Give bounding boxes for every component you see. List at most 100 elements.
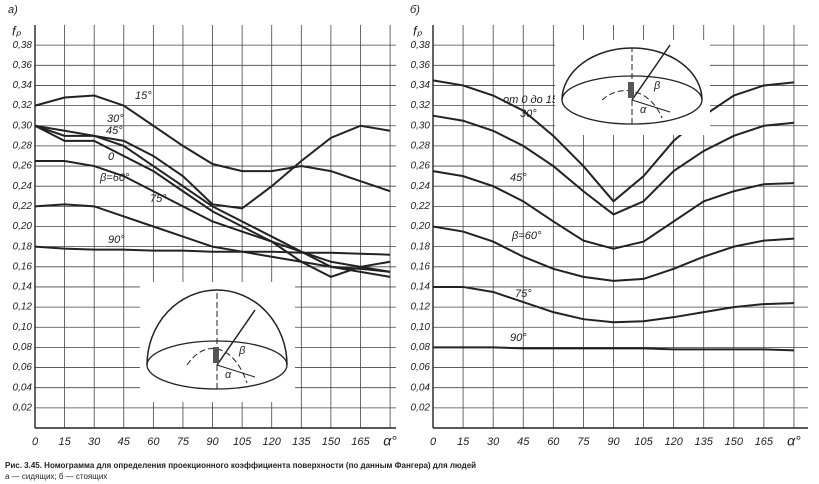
y-tick-label: 0,04 [13,382,33,393]
x-tick-label: 120 [263,436,282,448]
x-tick-label: 150 [725,436,744,448]
person [213,347,219,363]
x-tick-label: 165 [351,436,370,448]
hemisphere [146,289,288,366]
ray [216,309,256,366]
y-tick-label: 0,08 [411,342,431,353]
x-tick-label: α° [383,433,397,449]
y-tick-label: 0,32 [411,100,431,111]
y-tick-label: 0,14 [411,282,431,293]
y-tick-label: 0,26 [13,161,33,172]
x-tick-label: 75 [577,436,590,448]
y-tick-label: 0,10 [13,322,33,333]
y-tick-label: 0,28 [13,141,33,152]
curve [34,94,391,193]
curve [432,114,795,216]
caption: Рис. 3.45. Номограмма для определения пр… [5,461,476,470]
x-tick-label: 15 [58,436,71,448]
curve [433,285,794,324]
y-tick-label: 0,12 [411,302,431,313]
x-tick-label: 15 [457,436,470,448]
inset-label: β [238,345,246,357]
curve [433,346,794,352]
panel-label: б) [410,4,420,16]
curve-label: β=60° [99,172,130,184]
y-axis-label: fₚ [12,23,22,38]
y-tick-label: 0,20 [13,221,33,232]
curve-label: 75° [515,288,532,300]
x-tick-label: 0 [32,436,39,448]
x-tick-label: 150 [322,436,341,448]
curve-label: β=60° [511,230,542,242]
curve [432,225,795,282]
y-tick-label: 0,28 [411,141,431,152]
y-tick-label: 0,02 [411,402,431,413]
y-tick-label: 0,38 [411,40,431,51]
caption-sub: а — сидящих; б — стоящих [5,472,107,481]
x-tick-label: 60 [547,436,560,448]
curve-label: 45° [510,172,527,184]
y-tick-label: 0,22 [13,201,33,212]
inset-label: α [640,104,647,116]
x-tick-label: 135 [292,436,311,448]
curve-label: 30° [520,108,537,120]
y-tick-label: 0,22 [411,201,431,212]
x-tick-label: α° [787,433,801,449]
panel-label: а) [8,4,18,16]
y-tick-label: 0,16 [13,261,33,272]
y-tick-label: 0,18 [13,241,33,252]
y-tick-label: 0,36 [13,60,33,71]
meridian [186,290,248,389]
y-tick-label: 0,12 [13,302,33,313]
curve-label: 75° [150,193,167,205]
y-tick-label: 0,08 [13,342,33,353]
x-tick-label: 105 [233,436,252,448]
y-tick-label: 0,16 [411,261,431,272]
curve [34,203,391,273]
inset-label: β [653,80,661,92]
x-tick-label: 165 [755,436,774,448]
curve-label: 90° [510,332,527,344]
y-tick-label: 0,10 [411,322,431,333]
y-tick-label: 0,30 [411,120,431,131]
y-tick-label: 0,04 [411,382,431,393]
x-tick-label: 90 [607,436,620,448]
curve [432,170,794,250]
x-tick-label: 135 [695,436,714,448]
curve [432,79,795,203]
y-tick-label: 0,06 [13,362,33,373]
curve [34,124,391,278]
ray [631,44,671,101]
y-tick-label: 0,02 [13,402,33,413]
curve-label: от 0 до 15 [503,94,559,106]
x-tick-label: 90 [206,436,219,448]
y-tick-label: 0,26 [411,161,431,172]
y-tick-label: 0,06 [411,362,431,373]
y-axis-label: fₚ [413,23,423,38]
x-tick-label: 45 [517,436,530,448]
x-tick-label: 0 [430,436,437,448]
y-tick-label: 0,24 [13,181,33,192]
person [628,82,634,98]
curve-label: 15° [135,90,152,102]
y-tick-label: 0,34 [411,80,431,91]
ray [216,364,256,378]
x-tick-label: 105 [634,436,653,448]
curve-label: 30° [107,113,124,125]
curve-label: 45° [106,125,123,137]
inset-label: α [225,369,232,381]
x-tick-label: 30 [88,436,101,448]
curve [35,160,391,273]
y-tick-label: 0,32 [13,100,33,111]
x-tick-label: 120 [664,436,683,448]
x-tick-label: 60 [147,436,160,448]
curve [34,245,391,256]
y-tick-label: 0,30 [13,120,33,131]
x-tick-label: 75 [177,436,190,448]
y-tick-label: 0,34 [13,80,33,91]
y-tick-label: 0,24 [411,181,431,192]
y-tick-label: 0,14 [13,282,33,293]
ray [631,99,671,113]
y-tick-label: 0,18 [411,241,431,252]
